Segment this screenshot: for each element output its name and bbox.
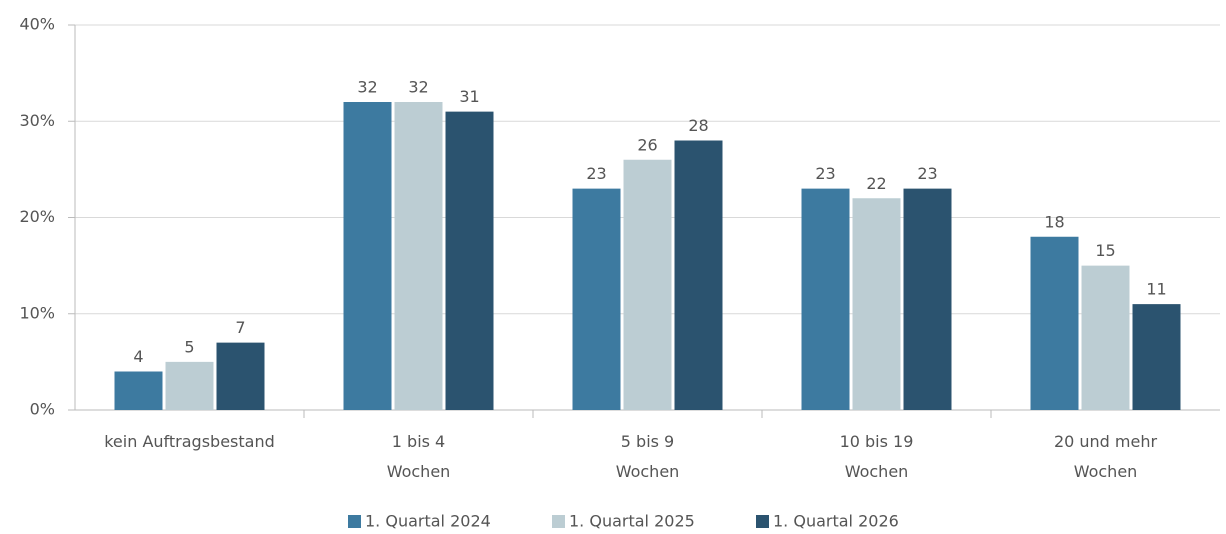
y-tick-label: 20% (19, 207, 55, 226)
data-label: 18 (1044, 212, 1064, 231)
bar (852, 198, 901, 410)
y-tick-label: 10% (19, 303, 55, 322)
bar (1132, 304, 1181, 410)
data-label: 7 (235, 318, 245, 337)
data-label: 4 (133, 347, 143, 366)
bar (674, 140, 723, 410)
x-tick-label: 1 bis 4 Wochen (386, 432, 451, 481)
data-label: 11 (1146, 280, 1166, 299)
x-tick-label: 10 bis 19 Wochen (839, 432, 914, 481)
bar (572, 188, 621, 410)
data-label: 15 (1095, 241, 1115, 260)
data-label: 23 (815, 164, 835, 183)
data-label: 32 (357, 78, 377, 97)
bar (394, 102, 443, 410)
bar (623, 159, 672, 410)
legend-swatch (348, 515, 361, 528)
legend-swatch (552, 515, 565, 528)
bar (165, 361, 214, 410)
data-label: 26 (637, 135, 657, 154)
x-tick-label: 5 bis 9 Wochen (615, 432, 680, 481)
data-label: 28 (688, 116, 708, 135)
bar (1081, 265, 1130, 410)
data-label: 23 (586, 164, 606, 183)
y-tick-label: 0% (30, 400, 55, 419)
data-label: 31 (459, 87, 479, 106)
bar (343, 102, 392, 410)
bar (903, 188, 952, 410)
legend-swatch (756, 515, 769, 528)
bar (445, 111, 494, 410)
bar (1030, 236, 1079, 410)
bar (216, 342, 265, 410)
x-tick-label: kein Auftragsbestand (104, 432, 275, 451)
bar (114, 371, 163, 410)
data-label: 22 (866, 174, 886, 193)
data-label: 5 (184, 337, 194, 356)
bar (801, 188, 850, 410)
legend-label: 1. Quartal 2024 (365, 512, 491, 531)
legend-label: 1. Quartal 2026 (773, 512, 899, 531)
y-tick-label: 30% (19, 111, 55, 130)
legend-label: 1. Quartal 2025 (569, 512, 695, 531)
data-label: 23 (917, 164, 937, 183)
data-label: 32 (408, 78, 428, 97)
y-tick-label: 40% (19, 15, 55, 34)
x-tick-label: 20 und mehr Wochen (1053, 432, 1158, 481)
